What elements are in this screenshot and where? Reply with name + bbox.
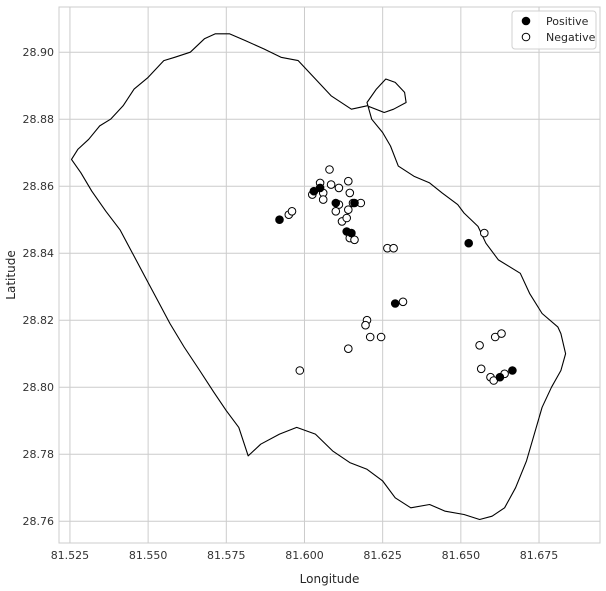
negative-point <box>476 364 486 374</box>
region-boundary <box>70 33 567 521</box>
x-tick-label: 81.650 <box>442 549 481 562</box>
positive-point <box>315 183 325 193</box>
positive-point <box>464 238 474 248</box>
negative-point <box>318 195 328 204</box>
negative-point <box>497 329 506 338</box>
plot-frame <box>58 6 601 544</box>
y-tick-label: 28.86 <box>23 180 55 193</box>
legend-marker-positive <box>521 16 531 26</box>
y-tick-label: 28.82 <box>23 314 55 327</box>
y-tick-label: 28.78 <box>23 448 55 461</box>
negative-point <box>344 205 353 214</box>
x-axis-label: Longitude <box>300 572 360 586</box>
negative-point <box>325 165 334 174</box>
positive-point <box>331 198 341 208</box>
negative-point <box>295 366 305 375</box>
negative-point <box>331 207 341 216</box>
x-tick-label: 81.575 <box>207 549 246 562</box>
negative-point <box>376 332 386 342</box>
x-tick-labels: 81.525 81.550 81.575 81.600 81.625 81.650 81.6… <box>51 549 559 562</box>
boundary-outline <box>70 33 567 521</box>
data-points <box>275 165 517 385</box>
negative-point <box>361 320 370 330</box>
y-tick-label: 28.76 <box>23 515 55 528</box>
legend-marker-negative <box>521 32 531 42</box>
x-tick-label: 81.550 <box>129 549 168 562</box>
negative-point <box>334 183 344 193</box>
negative-point <box>287 207 297 216</box>
negative-point <box>345 188 355 198</box>
positive-point <box>390 299 400 308</box>
negative-point <box>480 228 489 238</box>
negative-point <box>326 180 336 189</box>
positive-point <box>508 366 517 375</box>
y-tick-labels: 28.76 28.78 28.80 28.82 28.84 28.86 28.88 28.90 <box>23 46 55 528</box>
x-tick-label: 81.525 <box>51 549 90 562</box>
legend: Positive Negative <box>511 10 597 50</box>
x-tick-label: 81.625 <box>363 549 402 562</box>
positive-point <box>347 228 356 238</box>
y-tick-label: 28.80 <box>23 381 55 394</box>
negative-point <box>389 243 398 253</box>
negative-point <box>398 297 408 307</box>
negative-point <box>342 213 352 223</box>
y-tick-label: 28.90 <box>23 46 55 59</box>
legend-label-negative: Negative <box>546 31 596 44</box>
legend-label-positive: Positive <box>546 15 589 28</box>
negative-point <box>344 344 353 354</box>
negative-point <box>475 341 484 350</box>
x-tick-label: 81.600 <box>285 549 324 562</box>
y-axis-label: Latitude <box>4 250 18 299</box>
y-tick-label: 28.88 <box>23 113 55 126</box>
positive-point <box>350 198 359 208</box>
x-tick-label: 81.675 <box>520 549 559 562</box>
legend-box <box>511 10 597 50</box>
negative-point <box>344 176 353 186</box>
positive-point <box>275 215 284 224</box>
y-tick-label: 28.84 <box>23 247 55 260</box>
negative-point <box>365 332 375 342</box>
positive-point <box>495 372 505 382</box>
